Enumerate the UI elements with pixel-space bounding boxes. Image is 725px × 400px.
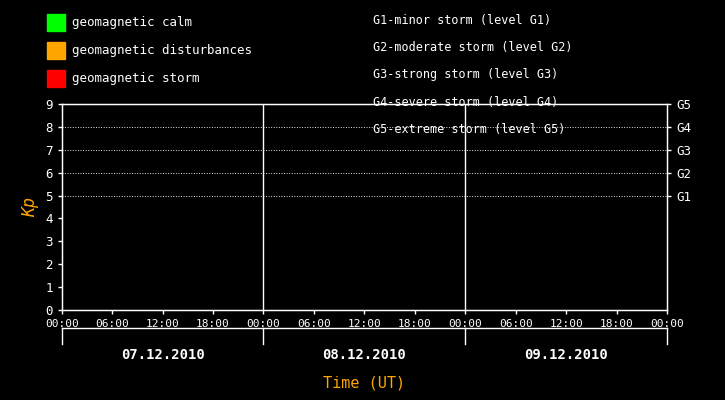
- Text: G5-extreme storm (level G5): G5-extreme storm (level G5): [373, 123, 566, 136]
- Text: 08.12.2010: 08.12.2010: [323, 348, 406, 362]
- Text: G3-strong storm (level G3): G3-strong storm (level G3): [373, 68, 559, 82]
- Text: geomagnetic calm: geomagnetic calm: [72, 16, 193, 29]
- Text: G4-severe storm (level G4): G4-severe storm (level G4): [373, 96, 559, 109]
- Text: geomagnetic disturbances: geomagnetic disturbances: [72, 44, 252, 57]
- Text: Time (UT): Time (UT): [323, 375, 405, 390]
- Y-axis label: Kp: Kp: [22, 197, 40, 217]
- Text: 09.12.2010: 09.12.2010: [524, 348, 608, 362]
- Text: G1-minor storm (level G1): G1-minor storm (level G1): [373, 14, 552, 27]
- Text: G2-moderate storm (level G2): G2-moderate storm (level G2): [373, 41, 573, 54]
- Text: 07.12.2010: 07.12.2010: [120, 348, 204, 362]
- Text: geomagnetic storm: geomagnetic storm: [72, 72, 200, 85]
